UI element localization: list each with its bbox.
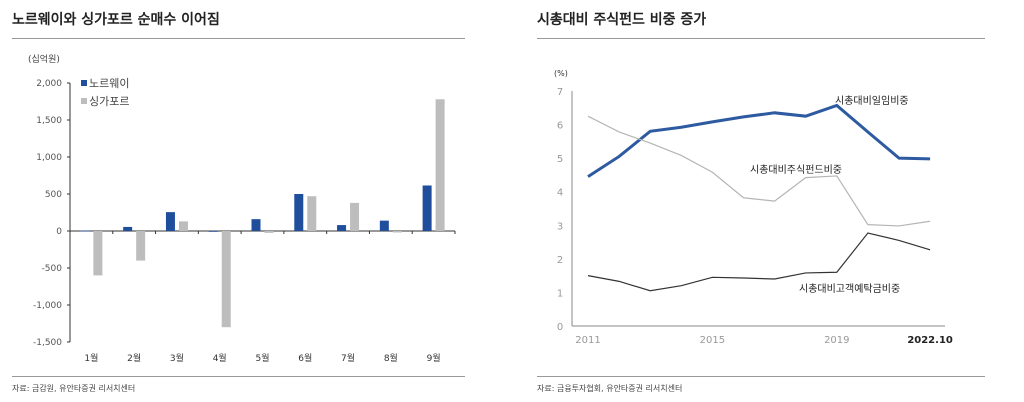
bar-x-tick-label: 6월	[298, 352, 312, 364]
bar-norway	[165, 212, 175, 231]
line-series-label: 시총대비고객예탁금비중	[799, 283, 900, 295]
line-series	[587, 232, 931, 292]
line-x-tick-label: 2011	[575, 335, 600, 346]
legend-swatch	[81, 98, 87, 104]
legend-swatch	[81, 80, 87, 86]
line-y-tick-label: 5	[557, 154, 563, 165]
legend-label: 싱가포르	[89, 95, 129, 108]
bar-x-tick-label: 1월	[84, 352, 98, 364]
bar-norway	[123, 226, 133, 231]
bar-norway	[251, 219, 261, 231]
line-y-tick-label: 6	[557, 121, 563, 132]
bar-singapore	[264, 231, 274, 233]
bar-singapore	[221, 231, 231, 328]
bar-singapore	[307, 196, 317, 231]
bar-x-tick-label: 5월	[255, 352, 269, 364]
line-series	[587, 103, 931, 178]
line-y-tick-label: 2	[557, 255, 563, 266]
bar-y-tick-label: 0	[56, 227, 62, 237]
line-y-tick-label: 7	[557, 87, 563, 98]
left-chart-title: 노르웨이와 싱가포르 순매수 이어짐	[12, 12, 220, 28]
bar-y-tick-label: 1,500	[36, 116, 62, 126]
line-y-tick-label: 0	[557, 322, 563, 333]
right-source-rule	[537, 376, 985, 377]
line-y-tick-label: 4	[557, 188, 563, 199]
bar-x-tick-label: 8월	[384, 352, 398, 364]
line-x-tick-label: 2019	[824, 335, 849, 346]
bar-norway	[294, 194, 304, 231]
right-source: 자료: 금융투자협회, 유안타증권 리서치센터	[537, 384, 683, 393]
bar-norway	[80, 230, 90, 232]
line-series	[587, 115, 931, 227]
bar-x-tick-label: 3월	[170, 352, 184, 364]
line-unit-label: (%)	[554, 69, 568, 78]
bar-y-tick-label: -1,000	[33, 301, 62, 311]
bar-unit-label: (십억원)	[28, 53, 60, 65]
legend-label: 노르웨이	[89, 77, 129, 90]
bar-x-tick-label: 4월	[213, 352, 227, 364]
bar-singapore	[392, 231, 402, 233]
bar-y-tick-label: -1,500	[33, 338, 62, 348]
line-x-tick-label: 2015	[700, 335, 725, 346]
bar-singapore	[435, 99, 445, 231]
bar-norway	[422, 185, 432, 231]
bar-y-tick-label: 2,000	[36, 79, 62, 89]
bar-singapore	[178, 221, 188, 231]
bar-x-tick-label: 2월	[127, 352, 141, 364]
bar-norway	[208, 231, 218, 232]
bar-x-tick-label: 9월	[427, 352, 441, 364]
line-y-tick-label: 3	[557, 221, 563, 232]
bar-norway	[337, 225, 347, 231]
line-series-label: 시총대비주식펀드비중	[750, 164, 842, 176]
right-title-rule	[537, 38, 985, 39]
left-title-rule	[12, 38, 465, 39]
bar-norway	[379, 220, 389, 231]
line-x-tick-label: 2022.10	[907, 335, 953, 346]
bar-x-tick-label: 7월	[341, 352, 355, 364]
bar-singapore	[350, 202, 360, 231]
left-source-rule	[12, 376, 465, 377]
bar-y-tick-label: 500	[45, 190, 62, 200]
bar-y-tick-label: 1,000	[36, 153, 62, 163]
line-y-tick-label: 1	[557, 288, 563, 299]
right-chart-title: 시총대비 주식펀드 비중 증가	[537, 12, 707, 28]
left-source: 자료: 금감원, 유안타증권 리서치센터	[12, 384, 136, 393]
line-series-label: 시총대비일임비중	[835, 94, 909, 107]
bar-y-tick-label: -500	[42, 264, 63, 274]
bar-singapore	[136, 231, 146, 261]
bar-singapore	[93, 231, 103, 276]
